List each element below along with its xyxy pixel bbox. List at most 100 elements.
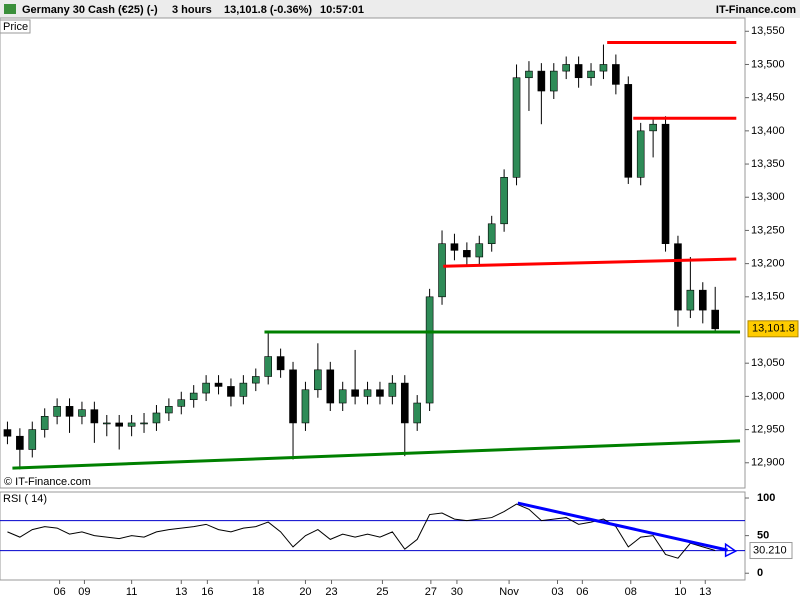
y-tick-label: 13,400 (751, 125, 785, 137)
y-tick-label: 13,450 (751, 92, 785, 104)
candle-body (351, 389, 359, 397)
candle-body (549, 70, 558, 92)
y-tick-label: 50 (757, 530, 769, 542)
candle-body (301, 389, 310, 424)
x-tick-label: 30 (451, 586, 463, 598)
candle-body (3, 429, 12, 437)
candle-body (413, 402, 422, 424)
candle-body (674, 243, 682, 311)
price-panel (0, 17, 746, 489)
candle-body (450, 243, 459, 251)
x-tick-label: 10 (674, 586, 686, 598)
y-tick-label: 13,500 (751, 58, 785, 70)
candle-body (65, 406, 74, 417)
candle-body (239, 382, 248, 397)
x-tick-label: 13 (699, 586, 711, 598)
candle-body (376, 389, 384, 397)
candle-body (500, 177, 508, 225)
candle-body (599, 64, 608, 72)
y-tick-label: 13,150 (751, 291, 785, 303)
trend-line (443, 257, 737, 268)
candle-body (400, 382, 409, 424)
candle-body (140, 422, 148, 425)
y-tick-label: 13,050 (751, 357, 785, 369)
candle-body (264, 356, 273, 377)
price-tag (0, 19, 31, 34)
rsi-label: RSI ( 14) (3, 493, 47, 505)
x-tick-label: 25 (376, 586, 388, 598)
candle-body (525, 70, 533, 79)
candle-body (636, 130, 645, 178)
y-tick-label: 13,300 (751, 191, 785, 203)
logo (4, 4, 16, 14)
x-tick-label: Nov (499, 586, 519, 598)
x-tick-label: 27 (425, 586, 437, 598)
x-tick-label: 08 (625, 586, 637, 598)
candle-body (314, 369, 322, 391)
y-tick-label: 13,250 (751, 224, 785, 236)
candle-body (189, 392, 198, 401)
time: 10:57:01 (320, 4, 364, 16)
candle-body (698, 289, 707, 311)
candle-body (78, 409, 86, 417)
candle-body (16, 435, 24, 450)
rsi-value-label: 30.210 (753, 544, 787, 556)
candle-body (177, 399, 186, 407)
x-tick-label: 20 (299, 586, 311, 598)
candle-body (90, 409, 99, 424)
candle-body (40, 416, 49, 430)
candle-body (686, 289, 695, 311)
candle-body (649, 123, 657, 132)
header-bar (0, 0, 800, 18)
x-tick-label: 09 (78, 586, 90, 598)
x-tick-label: 23 (325, 586, 337, 598)
candle-body (711, 309, 720, 330)
y-tick-label: 100 (757, 492, 775, 504)
y-tick-label: 13,200 (751, 258, 785, 270)
candle-body (587, 70, 595, 79)
candle-body (388, 382, 397, 397)
x-tick-label: 16 (201, 586, 213, 598)
candle-body (202, 382, 210, 394)
y-tick-label: 13,550 (751, 25, 785, 37)
panel-label: Price (3, 21, 28, 33)
x-tick-label: 13 (175, 586, 187, 598)
x-tick-label: 03 (551, 586, 563, 598)
candle-body (115, 422, 123, 427)
candle-body (28, 429, 37, 450)
candle-body (537, 70, 546, 92)
instrument: Germany 30 Cash (€25) (-) (22, 4, 158, 16)
x-tick-label: 06 (53, 586, 65, 598)
last-price-box (747, 320, 799, 338)
x-tick-label: 06 (576, 586, 588, 598)
y-tick-label: 12,900 (751, 457, 785, 469)
trend-line (12, 439, 741, 470)
copyright: © IT-Finance.com (4, 476, 91, 488)
candle-body (562, 64, 571, 72)
candle-body (214, 382, 223, 387)
candle-body (276, 356, 285, 371)
candle-body (363, 389, 372, 397)
candle-body (338, 389, 347, 404)
x-tick-label: 18 (252, 586, 264, 598)
y-tick-label: 13,000 (751, 390, 785, 402)
rsi-panel (0, 491, 746, 581)
candle-body (326, 369, 335, 404)
candle-body (574, 64, 583, 79)
quote: 13,101.8 (-0.36%) (224, 4, 312, 16)
y-tick-label: 12,950 (751, 423, 785, 435)
y-tick-label: 13,350 (751, 158, 785, 170)
candle-body (475, 243, 484, 258)
rsi-value-box (749, 542, 793, 560)
candle-body (289, 369, 297, 424)
candle-body (102, 422, 111, 425)
x-tick-label: 11 (126, 586, 137, 598)
trend-arrow (724, 542, 738, 558)
candle-body (165, 406, 173, 414)
candle-body (152, 412, 161, 424)
candle-body (53, 406, 61, 417)
candle-body (512, 77, 521, 178)
candle-body (624, 84, 633, 178)
candle-body (251, 376, 260, 384)
